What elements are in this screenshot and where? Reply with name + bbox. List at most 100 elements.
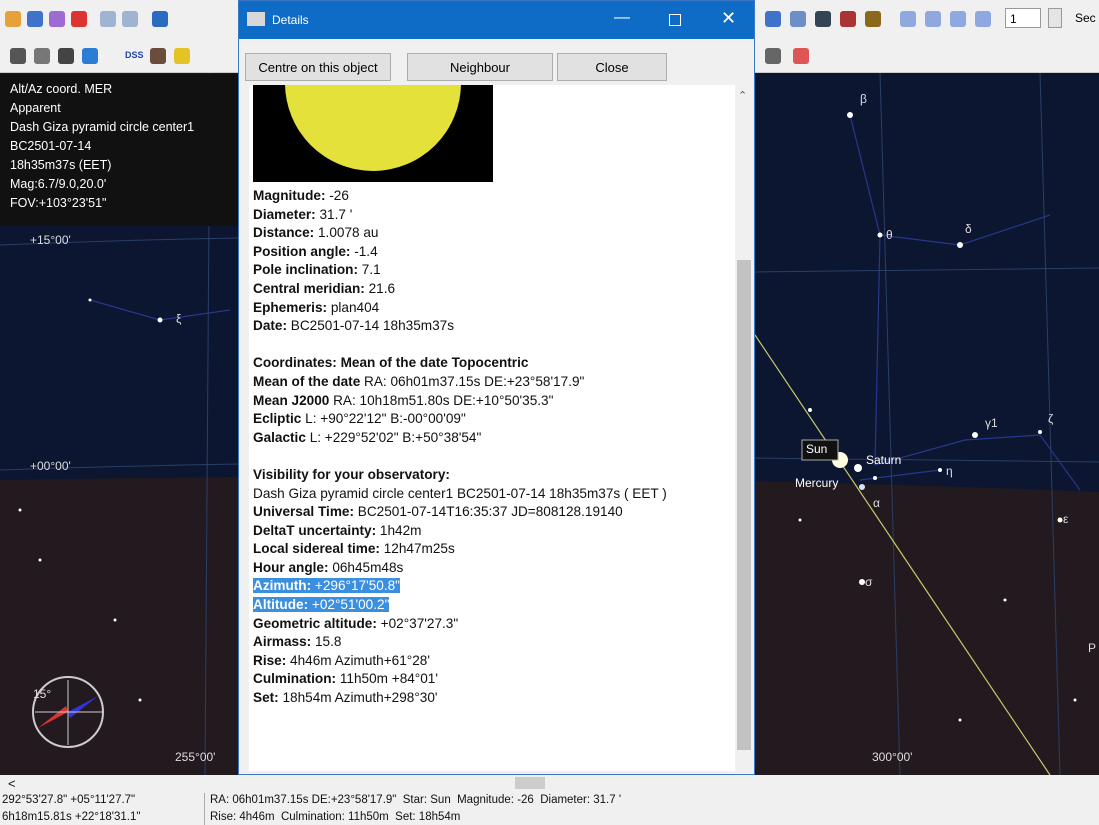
page: DSS 1 Sec Alt/Az coord. MERApparentDash … <box>0 0 1099 825</box>
detail-value: +02°51'00.2" <box>312 597 390 612</box>
detail-value: BC2501-07-14 18h35m37s <box>291 318 454 333</box>
toolbar-icon[interactable] <box>865 11 881 27</box>
status-bar: < 292°53'27.8" +05°11'27.7" 6h18m15.81s … <box>0 775 1099 825</box>
toolbar-icon[interactable] <box>152 11 168 27</box>
toolbar-icon[interactable] <box>10 48 26 64</box>
toolbar-icon[interactable] <box>122 11 138 27</box>
detail-row: Galactic L: +229°52'02" B:+50°38'54" <box>253 429 733 448</box>
detail-value: 15.8 <box>315 634 341 649</box>
detail-line: Culmination: 11h50m +84°01' <box>253 671 438 686</box>
detail-row: Central meridian: 21.6 <box>253 280 733 299</box>
detail-line: Pole inclination: 7.1 <box>253 262 381 277</box>
detail-value: RA: 06h01m37.15s DE:+23°58'17.9" <box>364 374 584 389</box>
info-line: Mag:6.7/9.0,20.0' <box>10 175 238 194</box>
toolbar-icon[interactable] <box>100 11 116 27</box>
close-window-button[interactable]: ✕ <box>721 8 736 29</box>
star-label: θ <box>886 228 893 242</box>
toolbar-icon[interactable] <box>34 48 50 64</box>
h-scroll-thumb[interactable] <box>515 777 545 789</box>
detail-line: Set: 18h54m Azimuth+298°30' <box>253 690 438 705</box>
details-text: Magnitude: -26Diameter: 31.7 'Distance: … <box>253 187 733 708</box>
toolbar-icon[interactable] <box>900 11 916 27</box>
detail-row: Culmination: 11h50m +84°01' <box>253 670 733 689</box>
toolbar-icon[interactable] <box>793 48 809 64</box>
object-label: Saturn <box>866 453 901 467</box>
detail-line: Rise: 4h46m Azimuth+61°28' <box>253 653 430 668</box>
detail-label: Rise: <box>253 653 286 668</box>
detail-value: plan404 <box>331 300 379 315</box>
dss-button[interactable]: DSS <box>125 50 144 60</box>
detail-label: Culmination: <box>253 671 336 686</box>
detail-label: Distance: <box>253 225 314 240</box>
star-label: α <box>873 496 880 510</box>
section-text: Dash Giza pyramid circle center1 BC2501-… <box>253 485 733 504</box>
toolbar-icon[interactable] <box>765 48 781 64</box>
detail-line: Date: BC2501-07-14 18h35m37s <box>253 318 454 333</box>
detail-line: Altitude: +02°51'00.2" <box>253 597 389 612</box>
scroll-thumb[interactable] <box>737 260 751 750</box>
info-line: 18h35m37s (EET) <box>10 156 238 175</box>
star-label: δ <box>965 222 972 236</box>
detail-label: Diameter: <box>253 207 316 222</box>
detail-row: Azimuth: +296°17'50.8" <box>253 577 733 596</box>
toolbar-icon[interactable] <box>150 48 166 64</box>
toolbar-icon[interactable] <box>82 48 98 64</box>
compass-label: 15° <box>33 687 51 701</box>
scrollbar[interactable]: ⌃ <box>735 85 753 771</box>
detail-row: Universal Time: BC2501-07-14T16:35:37 JD… <box>253 503 733 522</box>
detail-value: 06h45m48s <box>332 560 403 575</box>
toolbar-icon[interactable] <box>790 11 806 27</box>
maximize-button[interactable] <box>669 14 681 26</box>
info-panel: Alt/Az coord. MERApparentDash Giza pyram… <box>0 74 238 226</box>
star-label: P <box>1088 641 1096 655</box>
status-left-1: 292°53'27.8" +05°11'27.7" <box>2 794 135 806</box>
toolbar-icon[interactable] <box>840 11 856 27</box>
grid-label: 300°00' <box>872 750 912 764</box>
detail-line: Mean of the date RA: 06h01m37.15s DE:+23… <box>253 374 584 389</box>
detail-value: 21.6 <box>369 281 395 296</box>
scroll-up[interactable]: ⌃ <box>738 89 747 102</box>
toolbar-icon[interactable] <box>174 48 190 64</box>
detail-row: Local sidereal time: 12h47m25s <box>253 540 733 559</box>
star-label: ξ <box>176 312 181 326</box>
toolbar-icon[interactable] <box>49 11 65 27</box>
detail-line: Magnitude: -26 <box>253 188 349 203</box>
details-dialog: Details — ✕ Centre on this object Neighb… <box>238 0 755 775</box>
spin-button[interactable] <box>1048 8 1062 28</box>
close-button[interactable]: Close <box>557 53 667 81</box>
toolbar-icon[interactable] <box>71 11 87 27</box>
detail-value: 12h47m25s <box>384 541 455 556</box>
detail-row: Distance: 1.0078 au <box>253 224 733 243</box>
star-label: η <box>946 464 953 478</box>
title-bar: Details — ✕ <box>239 1 754 39</box>
toolbar-icon[interactable] <box>815 11 831 27</box>
toolbar-icon[interactable] <box>765 11 781 27</box>
detail-label: Position angle: <box>253 244 350 259</box>
scroll-left[interactable]: < <box>8 776 16 791</box>
detail-row: Geometric altitude: +02°37'27.3" <box>253 615 733 634</box>
detail-row: Airmass: 15.8 <box>253 633 733 652</box>
toolbar-icon[interactable] <box>975 11 991 27</box>
detail-label: Altitude: <box>253 597 308 612</box>
detail-value: 1.0078 au <box>318 225 378 240</box>
detail-row: Hour angle: 06h45m48s <box>253 559 733 578</box>
toolbar-icon[interactable] <box>27 11 43 27</box>
info-line: Alt/Az coord. MER <box>10 80 238 99</box>
status-left-2: 6h18m15.81s +22°18'31.1" <box>2 811 140 823</box>
detail-row: Magnitude: -26 <box>253 187 733 206</box>
object-label: Sun <box>806 442 827 456</box>
toolbar-icon[interactable] <box>5 11 21 27</box>
saturn-symbol <box>854 464 862 472</box>
detail-value: RA: 10h18m51.80s DE:+10°50'35.3" <box>333 393 553 408</box>
section-heading: Visibility for your observatory: <box>253 466 733 485</box>
detail-line: Central meridian: 21.6 <box>253 281 395 296</box>
toolbar-icon[interactable] <box>58 48 74 64</box>
toolbar-icon[interactable] <box>950 11 966 27</box>
page-input[interactable]: 1 <box>1005 8 1041 28</box>
spacer <box>253 447 733 466</box>
detail-line: Universal Time: BC2501-07-14T16:35:37 JD… <box>253 504 623 519</box>
neighbour-button[interactable]: Neighbour <box>407 53 553 81</box>
centre-button[interactable]: Centre on this object <box>245 53 391 81</box>
toolbar-icon[interactable] <box>925 11 941 27</box>
minimize-button[interactable]: — <box>614 9 630 27</box>
